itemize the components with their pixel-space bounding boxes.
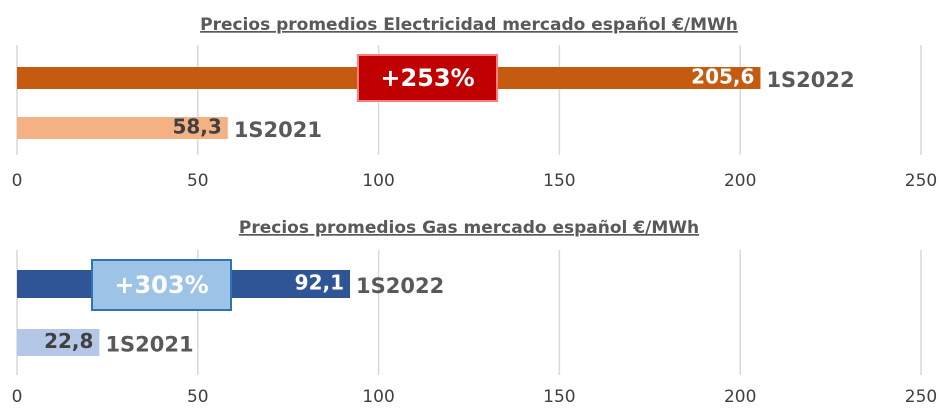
value-label: 205,6: [691, 65, 754, 89]
annotation-box: [91, 259, 232, 311]
x-tick-label: 250: [905, 171, 937, 191]
x-tick-label: 150: [543, 387, 575, 407]
x-tick-label: 0: [12, 171, 23, 191]
bar: [17, 117, 228, 139]
value-label: 22,8: [44, 329, 93, 353]
x-tick-label: 200: [724, 171, 756, 191]
x-tick-label: 0: [12, 387, 23, 407]
x-tick-label: 50: [187, 387, 209, 407]
annotation: +253%: [380, 64, 474, 92]
x-tick-label: 100: [362, 387, 394, 407]
chart-title: Precios promedios Electricidad mercado e…: [200, 15, 738, 35]
category-label: 1S2021: [234, 118, 322, 142]
x-tick-label: 200: [724, 387, 756, 407]
bar: [17, 329, 100, 356]
x-tick-label: 250: [905, 387, 937, 407]
x-tick-label: 150: [543, 171, 575, 191]
category-label: 1S2021: [105, 333, 193, 357]
value-label: 58,3: [172, 115, 221, 139]
category-label: 1S2022: [356, 274, 444, 298]
category-label: 1S2022: [766, 68, 854, 92]
x-tick-label: 50: [187, 171, 209, 191]
x-tick-label: 100: [362, 171, 394, 191]
annotation: +303%: [114, 271, 208, 299]
chart-title: Precios promedios Gas mercado español €/…: [239, 218, 699, 238]
value-label: 92,1: [295, 271, 344, 295]
annotation-box: [357, 54, 498, 102]
